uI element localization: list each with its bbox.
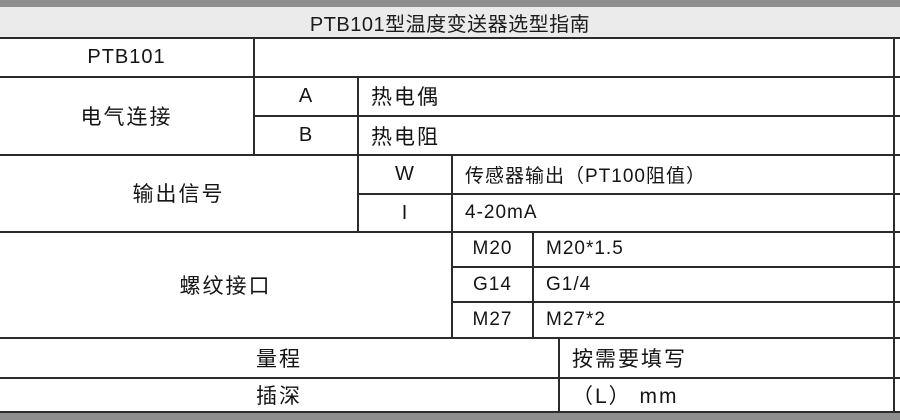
option-desc-thread-g14: G1/4: [546, 273, 592, 295]
footer-label-insertion-depth: 插深: [256, 385, 302, 408]
option-desc-output-w: 传感器输出（PT100阻值）: [465, 165, 706, 187]
option-desc-thread-m20: M20*1.5: [546, 238, 624, 259]
window-top-bar: [0, 0, 900, 7]
rule-below-electrical: [0, 154, 900, 156]
option-code-output-w[interactable]: W: [395, 162, 415, 185]
vrule-output-label: [357, 155, 359, 232]
vrule-table-right-edge: [893, 38, 895, 412]
option-desc-thread-m27: M27*2: [546, 309, 606, 330]
vrule-thread-label: [451, 232, 453, 338]
footer-value-insertion-depth[interactable]: （L） mm: [572, 385, 679, 408]
option-desc-electrical-a: 热电偶: [371, 86, 440, 109]
section-label-thread: 螺纹接口: [179, 274, 272, 298]
model-code-value[interactable]: [255, 38, 893, 76]
option-code-thread-m27[interactable]: M27: [472, 309, 513, 330]
vrule-footer-split: [558, 338, 560, 412]
window-bottom-bar: [0, 413, 900, 420]
option-code-electrical-a[interactable]: A: [298, 84, 314, 107]
option-code-thread-m20[interactable]: M20: [472, 238, 513, 259]
rule-below-range: [0, 377, 900, 379]
rule-below-model: [0, 76, 900, 78]
footer-value-range[interactable]: 按需要填写: [572, 348, 687, 371]
option-desc-output-i: 4-20mA: [465, 202, 538, 223]
rule-table-bottom: [0, 411, 900, 413]
option-code-thread-g14[interactable]: G14: [473, 273, 512, 295]
option-code-output-i[interactable]: I: [401, 201, 409, 224]
rule-output-w-i: [357, 193, 900, 195]
option-desc-electrical-b: 热电阻: [371, 125, 440, 149]
rule-below-thread: [0, 337, 900, 339]
rule-electrical-a-b: [254, 115, 900, 117]
rule-below-title: [0, 37, 900, 39]
table-title-banner: PTB101型温度变送器选型指南: [0, 7, 900, 38]
vrule-model-col: [253, 38, 255, 77]
model-code-label: PTB101: [87, 45, 166, 68]
section-label-output: 输出信号: [132, 183, 225, 206]
vrule-electrical-label: [253, 77, 255, 155]
page-title: PTB101型温度变送器选型指南: [309, 14, 591, 36]
vrule-output-code: [451, 155, 453, 232]
option-code-electrical-b[interactable]: B: [298, 124, 314, 146]
rule-thread-m20-g14: [451, 266, 900, 268]
rule-below-output: [0, 231, 900, 233]
vrule-electrical-code: [357, 77, 359, 155]
footer-label-range: 量程: [256, 348, 302, 371]
rule-thread-g14-m27: [451, 301, 900, 303]
section-label-electrical: 电气连接: [80, 105, 173, 129]
vrule-thread-code: [532, 232, 534, 338]
